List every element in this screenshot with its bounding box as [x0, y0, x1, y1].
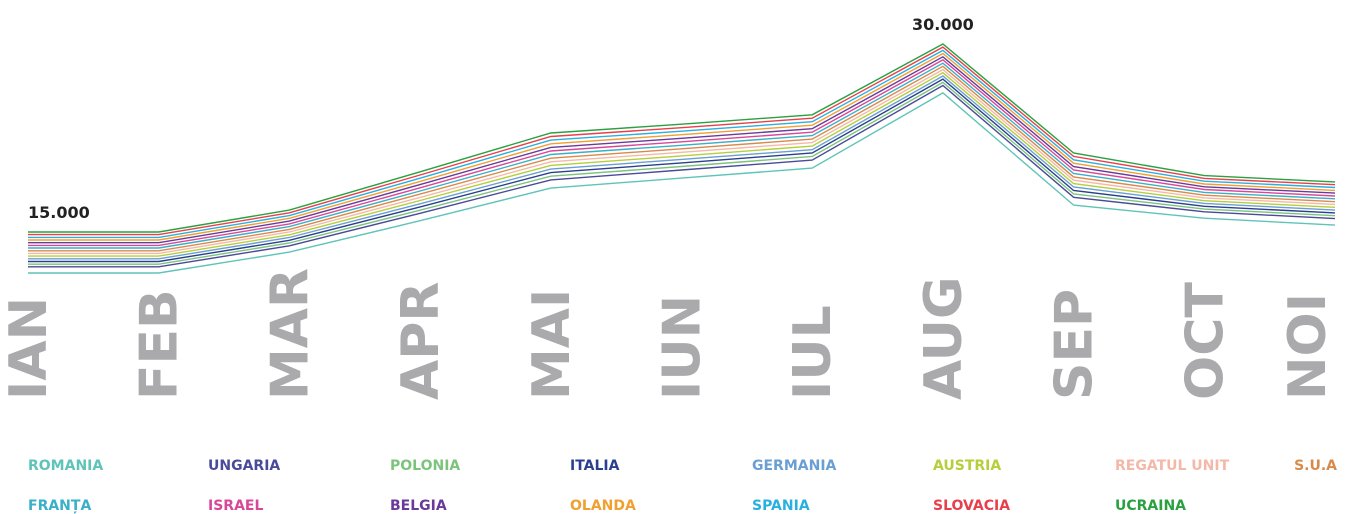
legend-entry: SLOVACIA	[933, 498, 1010, 514]
legend-entry: POLONIA	[390, 458, 460, 474]
legend-entry: S.U.A	[1294, 458, 1337, 474]
series-line	[28, 43, 1336, 233]
legend-entry: FRANȚA	[28, 498, 91, 514]
x-tick-label: SEP	[1045, 289, 1105, 400]
series-line	[28, 81, 1336, 265]
x-tick-label: NOI	[1278, 293, 1338, 400]
x-tick-label: IUL	[783, 305, 843, 400]
annotation: 30.000	[912, 15, 974, 34]
legend-entry: UNGARIA	[208, 458, 280, 474]
x-tick-label: IUN	[653, 295, 713, 400]
series-line	[28, 55, 1336, 244]
series-line	[28, 52, 1336, 241]
legend-entry: SPANIA	[752, 498, 810, 514]
legend-entry: ISRAEL	[208, 498, 263, 514]
legend-entry: REGATUL UNIT	[1115, 458, 1230, 474]
x-tick-label: APR	[391, 282, 451, 400]
series-line	[28, 92, 1336, 274]
annotation: 15.000	[28, 203, 90, 222]
legend-entry: BELGIA	[390, 498, 447, 514]
x-tick-label: IAN	[0, 297, 59, 400]
series-line	[28, 68, 1336, 255]
legend-entry: ITALIA	[570, 458, 620, 474]
series-line	[28, 62, 1336, 249]
legend-entry: AUSTRIA	[933, 458, 1001, 474]
x-tick-label: FEB	[130, 289, 190, 400]
legend-entry: GERMANIA	[752, 458, 837, 474]
x-tick-label: MAI	[522, 289, 582, 400]
x-tick-label: MAR	[260, 268, 320, 400]
series-line	[28, 71, 1336, 257]
x-tick-label: OCT	[1175, 282, 1235, 400]
legend-entry: UCRAINA	[1115, 498, 1186, 514]
series-line	[28, 65, 1336, 252]
x-tick-label: AUG	[914, 276, 974, 400]
legend-entry: OLANDA	[570, 498, 636, 514]
series-line	[28, 84, 1336, 268]
series-line	[28, 75, 1336, 260]
legend-entry: ROMANIA	[28, 458, 103, 474]
series-line	[28, 59, 1336, 247]
series-line	[28, 46, 1336, 236]
series-line	[28, 78, 1336, 263]
series-line	[28, 49, 1336, 239]
